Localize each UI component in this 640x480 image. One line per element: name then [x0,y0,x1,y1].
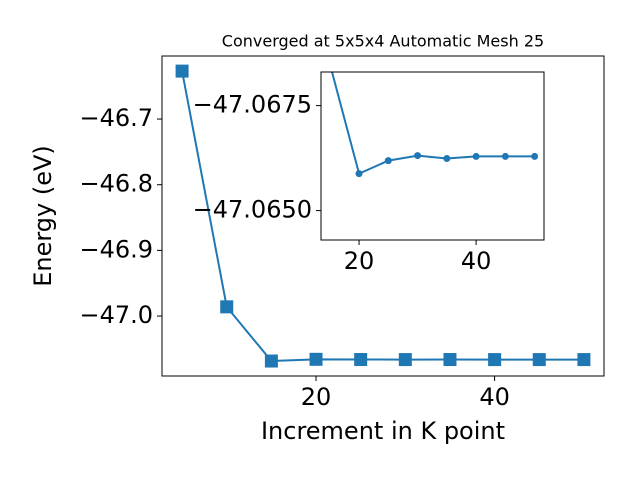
x-tick-label: 40 [461,247,492,275]
x-axis-label: Increment in K point [261,417,505,445]
x-tick-label: 20 [344,247,375,275]
marker [220,300,234,314]
marker [384,157,392,165]
x-tick-label: 40 [479,383,510,411]
marker [443,353,457,367]
marker [309,352,323,366]
marker [531,152,539,160]
y-tick-label: −47.0675 [193,91,312,119]
x-tick-label: 20 [301,383,332,411]
y-tick-label: −46.8 [79,170,153,198]
y-tick-label: −47.0650 [193,196,312,224]
marker [414,152,422,160]
y-tick-label: −46.7 [79,104,153,132]
marker [175,64,189,78]
marker [532,353,546,367]
y-tick-label: −46.9 [79,235,153,263]
marker [472,152,480,160]
marker [501,152,509,160]
y-tick-label: −47.0 [79,301,153,329]
marker [398,353,412,367]
series-line [181,70,584,363]
marker [577,353,591,367]
marker [326,60,333,67]
marker [354,353,368,367]
series-line [330,72,535,176]
marker [264,354,278,368]
axes-frame [320,71,545,241]
chart-title: Converged at 5x5x4 Automatic Mesh 25 [222,32,544,51]
y-axis-label: Energy (eV) [29,145,57,287]
plot [175,64,591,368]
marker [488,353,502,367]
marker [355,170,363,178]
plot [326,60,539,178]
marker [443,155,451,163]
axes-frame [161,55,605,377]
